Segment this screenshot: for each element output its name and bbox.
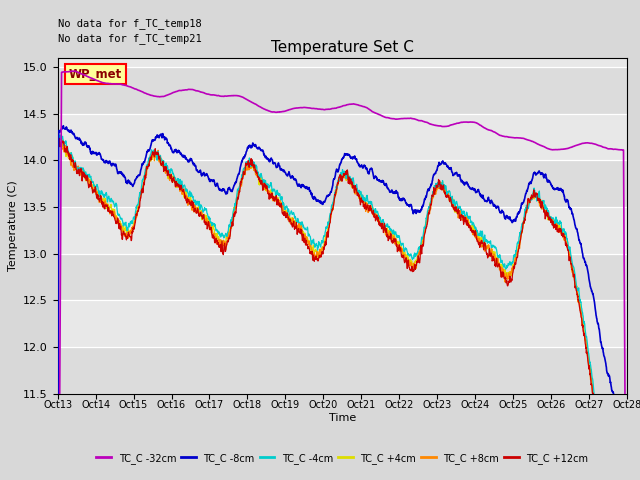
Bar xyxy=(58,67,627,114)
Bar xyxy=(58,347,627,394)
Bar xyxy=(58,207,627,253)
Text: WP_met: WP_met xyxy=(69,68,122,81)
Text: No data for f_TC_temp21: No data for f_TC_temp21 xyxy=(58,33,202,44)
Legend: TC_C -32cm, TC_C -8cm, TC_C -4cm, TC_C +4cm, TC_C +8cm, TC_C +12cm: TC_C -32cm, TC_C -8cm, TC_C -4cm, TC_C +… xyxy=(93,449,592,468)
Text: No data for f_TC_temp18: No data for f_TC_temp18 xyxy=(58,18,202,29)
Bar xyxy=(58,253,627,300)
Title: Temperature Set C: Temperature Set C xyxy=(271,40,414,55)
Bar xyxy=(58,300,627,347)
Bar xyxy=(58,114,627,160)
Bar xyxy=(58,160,627,207)
Y-axis label: Temperature (C): Temperature (C) xyxy=(8,180,17,271)
X-axis label: Time: Time xyxy=(329,413,356,422)
